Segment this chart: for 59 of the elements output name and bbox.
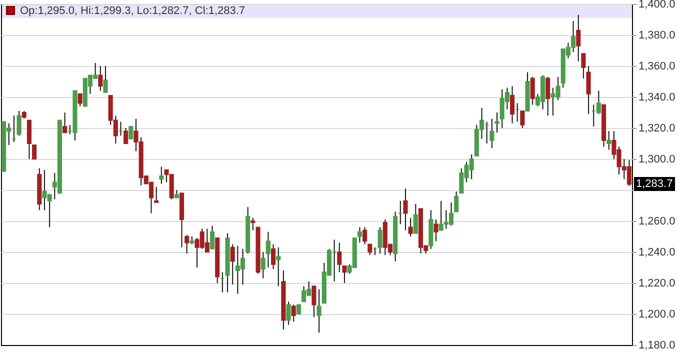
candlestick [337, 242, 342, 273]
candlestick [342, 265, 347, 284]
candlestick [296, 304, 301, 314]
y-tick-label: 1,340.0 [638, 92, 676, 104]
y-tick-label: 1,260.0 [638, 216, 676, 228]
candlestick [103, 66, 108, 93]
candlestick [210, 225, 215, 250]
candlestick [434, 218, 438, 242]
candlestick [271, 244, 276, 270]
y-tick-label: 1,300.0 [638, 154, 676, 166]
candlestick [596, 90, 601, 115]
candlestick [586, 66, 591, 115]
candlestick [312, 286, 316, 318]
y-tick-label: 1,320.0 [638, 122, 676, 134]
candlestick [530, 76, 535, 106]
candlestick [576, 14, 581, 62]
annotation: Op:1,295.0, Hi:1,299.3, Lo:1,282.7, Cl:1,283.7 [1, 5, 632, 18]
candlestick [184, 234, 190, 254]
candlestick [128, 126, 134, 140]
candlestick [606, 130, 612, 150]
candlestick [266, 231, 270, 268]
candlestick [408, 217, 413, 237]
y-tick-label: 1,380.0 [638, 30, 676, 42]
candlestick [291, 304, 296, 322]
candlestick [32, 144, 37, 160]
candlestick [260, 252, 266, 279]
y-tick-label: 1,240.0 [638, 246, 676, 258]
candlestick [98, 66, 103, 92]
candlestick [546, 76, 550, 116]
candlestick [510, 86, 515, 124]
candlestick [26, 120, 32, 160]
candlestick [276, 246, 281, 287]
y-tick-label: 1,360.0 [638, 60, 676, 72]
y-tick-label: 1,180.0 [638, 340, 676, 352]
y-tick-label: 1,220.0 [638, 278, 676, 290]
candlestick [78, 93, 82, 107]
candlestick [378, 226, 382, 254]
candlestick [250, 217, 256, 231]
candlestick [286, 301, 291, 326]
candlestick [581, 53, 586, 79]
candlestick [16, 110, 22, 136]
candlestick [154, 186, 159, 203]
candlestick [362, 226, 368, 245]
candlestick [357, 226, 362, 244]
candlestick [494, 112, 500, 134]
candlestick [413, 203, 418, 234]
candlestick [454, 191, 459, 212]
candlestick [159, 166, 164, 184]
candlestick [62, 112, 68, 134]
candlestick [403, 188, 408, 231]
candlestick [316, 288, 322, 334]
candlestick [230, 244, 235, 286]
candlestick [368, 244, 372, 256]
candlestick [490, 118, 494, 149]
y-tick-label: 1,400.0 [638, 0, 676, 10]
candlestick [124, 128, 128, 144]
candlestick [520, 110, 525, 128]
y-tick-label: 1,200.0 [638, 308, 676, 320]
annotation: 1,283.7 [634, 177, 675, 192]
